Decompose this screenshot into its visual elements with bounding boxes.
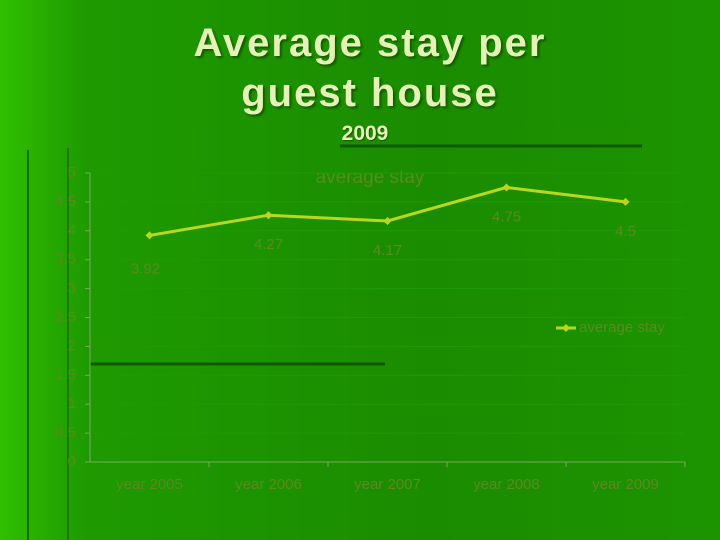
legend-label: average stay xyxy=(579,319,665,336)
marker xyxy=(264,211,273,220)
y-tick-label: 4 xyxy=(68,222,76,239)
y-tick-label: 3 xyxy=(68,280,76,297)
y-tick-label: 5 xyxy=(68,164,76,181)
x-tick-label: year 2008 xyxy=(473,476,540,493)
y-tick-label: 1 xyxy=(68,395,76,412)
chart-title: average stay xyxy=(316,167,425,188)
data-label: 3.92 xyxy=(131,260,160,277)
y-tick-label: 3.5 xyxy=(55,251,76,268)
y-tick-label: 1.5 xyxy=(55,366,76,383)
line xyxy=(149,185,626,237)
marker xyxy=(621,197,630,206)
data-label: 4.5 xyxy=(615,223,636,240)
x-tick-label: year 2009 xyxy=(592,476,659,493)
y-tick-label: 0 xyxy=(68,453,76,470)
y-tick-label: 4.5 xyxy=(55,193,76,210)
marker xyxy=(383,216,392,225)
y-tick-label: 0.5 xyxy=(55,424,76,441)
data-label: 4.75 xyxy=(492,208,521,225)
data-label: 4.17 xyxy=(373,242,402,259)
slide-title: Average stay per guest house xyxy=(193,21,547,115)
x-tick-label: year 2006 xyxy=(235,476,302,493)
marker xyxy=(145,231,154,240)
marker xyxy=(502,183,511,192)
slide-subtitle: 2009 xyxy=(341,122,389,145)
x-tick-label: year 2007 xyxy=(354,476,421,493)
legend-marker xyxy=(562,324,570,332)
y-tick-label: 2.5 xyxy=(55,308,76,325)
data-label: 4.27 xyxy=(254,236,283,253)
x-tick-label: year 2005 xyxy=(116,476,183,493)
y-tick-label: 2 xyxy=(68,337,76,354)
